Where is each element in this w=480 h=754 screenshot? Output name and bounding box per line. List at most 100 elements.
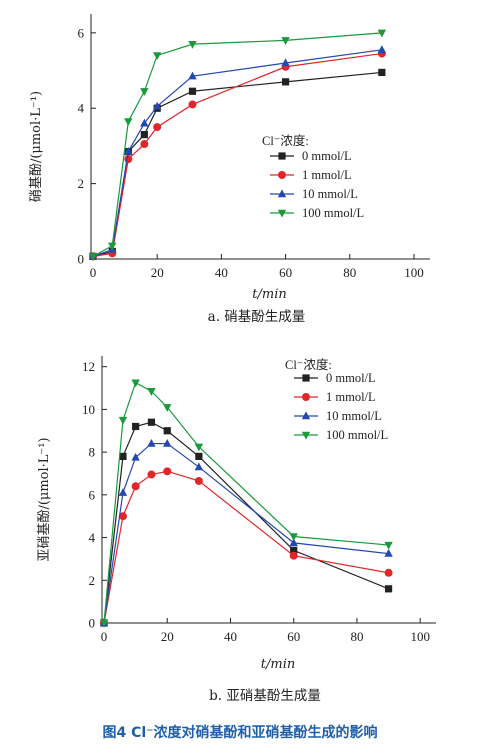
data-point [378, 68, 386, 77]
data-point [108, 242, 117, 251]
data-point [290, 546, 298, 554]
x-tick-label: 40 [215, 265, 228, 280]
series-line [103, 421, 389, 624]
data-point [132, 422, 140, 431]
data-point [289, 538, 298, 547]
data-point [281, 78, 290, 86]
data-point [163, 438, 172, 447]
data-point [188, 40, 197, 49]
series-line [92, 71, 382, 257]
y-axis-label: 硝基酚/(μmol·L⁻¹) [29, 91, 44, 202]
y-tick-label: 0 [89, 616, 96, 631]
data-point [163, 427, 171, 435]
legend-label: 100 mmol/L [326, 428, 388, 442]
data-point [99, 619, 109, 628]
data-point [119, 452, 127, 460]
data-point [124, 155, 133, 164]
legend-label: 100 mmol/L [302, 206, 364, 220]
data-point [118, 416, 128, 425]
data-point [147, 470, 156, 479]
series-100-mmol-L [99, 379, 393, 628]
y-tick-label: 6 [78, 25, 85, 40]
y-tick-label: 0 [78, 252, 85, 267]
legend-title: Cl⁻浓度: [262, 133, 309, 148]
x-tick-label: 100 [410, 629, 430, 644]
series-1-mmol-L [100, 467, 393, 627]
legend-label: 1 mmol/L [326, 390, 376, 404]
y-tick-label: 8 [89, 445, 96, 460]
legend: Cl⁻浓度:0 mmol/L 1 mmol/L 10 mmol/L 100 mmol/… [262, 133, 364, 220]
data-point [140, 140, 149, 149]
legend-label: 1 mmol/L [302, 168, 352, 182]
legend-label: 10 mmol/L [302, 187, 358, 201]
series-10-mmol-L [99, 438, 393, 627]
data-point [140, 131, 148, 139]
x-tick-label: 100 [404, 265, 424, 280]
data-point [152, 52, 162, 61]
y-tick-label: 12 [82, 359, 95, 374]
legend-label: 0 mmol/L [302, 149, 352, 163]
data-point [281, 58, 290, 67]
x-tick-label: 0 [90, 265, 97, 280]
x-tick-label: 20 [161, 629, 174, 644]
series-line [103, 381, 389, 624]
data-point [118, 488, 128, 496]
series-line [92, 49, 382, 257]
data-point [140, 88, 149, 96]
legend-marker [277, 189, 287, 198]
x-axis-label: t/min [252, 287, 286, 302]
y-tick-label: 4 [89, 530, 96, 545]
legend-title: Cl⁻浓度: [285, 357, 332, 372]
y-axis-label: 亚硝基酚/(μmol·L⁻¹) [37, 437, 52, 561]
data-point [384, 548, 393, 557]
chart-a: 0 20 40 60 80 100 0 2 4 6 t/min 硝基酚/(μmol·L⁻¹) a. 硝基… [29, 14, 430, 325]
y-tick-label: 6 [89, 487, 96, 502]
chart-b: 0 20 40 60 80 100 0 2 4 6 8 10 12 t/min 亚硝基酚/(μmol·L⁻¹… [37, 356, 436, 704]
data-point [153, 123, 162, 132]
figure-caption: 图4 Cl⁻浓度对硝基酚和亚硝基酚生成的影响 [102, 724, 377, 741]
legend-marker [301, 431, 311, 440]
data-point [281, 37, 290, 45]
data-point [131, 452, 140, 461]
legend-label: 0 mmol/L [326, 371, 376, 385]
data-point [118, 512, 127, 521]
data-point [124, 146, 133, 155]
data-point [289, 533, 298, 542]
data-point [131, 482, 140, 491]
series-0-mmol-L [89, 68, 386, 260]
legend-marker [301, 411, 311, 420]
series-100-mmol-L [88, 29, 387, 261]
x-tick-label: 60 [279, 265, 292, 280]
chart-caption: b. 亚硝基酚生成量 [209, 687, 321, 704]
data-point [377, 45, 387, 54]
legend-label: 10 mmol/L [326, 409, 382, 423]
legend-marker [302, 374, 310, 382]
data-point [163, 404, 172, 412]
data-point [88, 253, 98, 261]
series-line [92, 52, 382, 257]
data-point [152, 101, 162, 110]
data-point [147, 418, 156, 426]
x-tick-label: 80 [343, 265, 356, 280]
legend-marker [278, 152, 286, 160]
data-point [147, 438, 156, 447]
data-point [384, 585, 393, 593]
data-point [188, 100, 197, 109]
series-line [92, 32, 382, 257]
x-tick-label: 40 [224, 629, 237, 644]
data-point [188, 71, 197, 80]
data-point [194, 462, 204, 471]
data-point [289, 551, 298, 560]
y-tick-label: 4 [78, 101, 85, 116]
data-point [384, 541, 393, 550]
data-point [140, 118, 149, 127]
x-tick-label: 80 [350, 629, 363, 644]
y-tick-label: 2 [89, 573, 96, 588]
chart-caption: a. 硝基酚生成量 [208, 308, 306, 325]
data-point [194, 476, 203, 485]
x-tick-label: 60 [287, 629, 300, 644]
data-point [194, 443, 204, 452]
data-point [377, 29, 387, 38]
series-line [103, 442, 389, 624]
